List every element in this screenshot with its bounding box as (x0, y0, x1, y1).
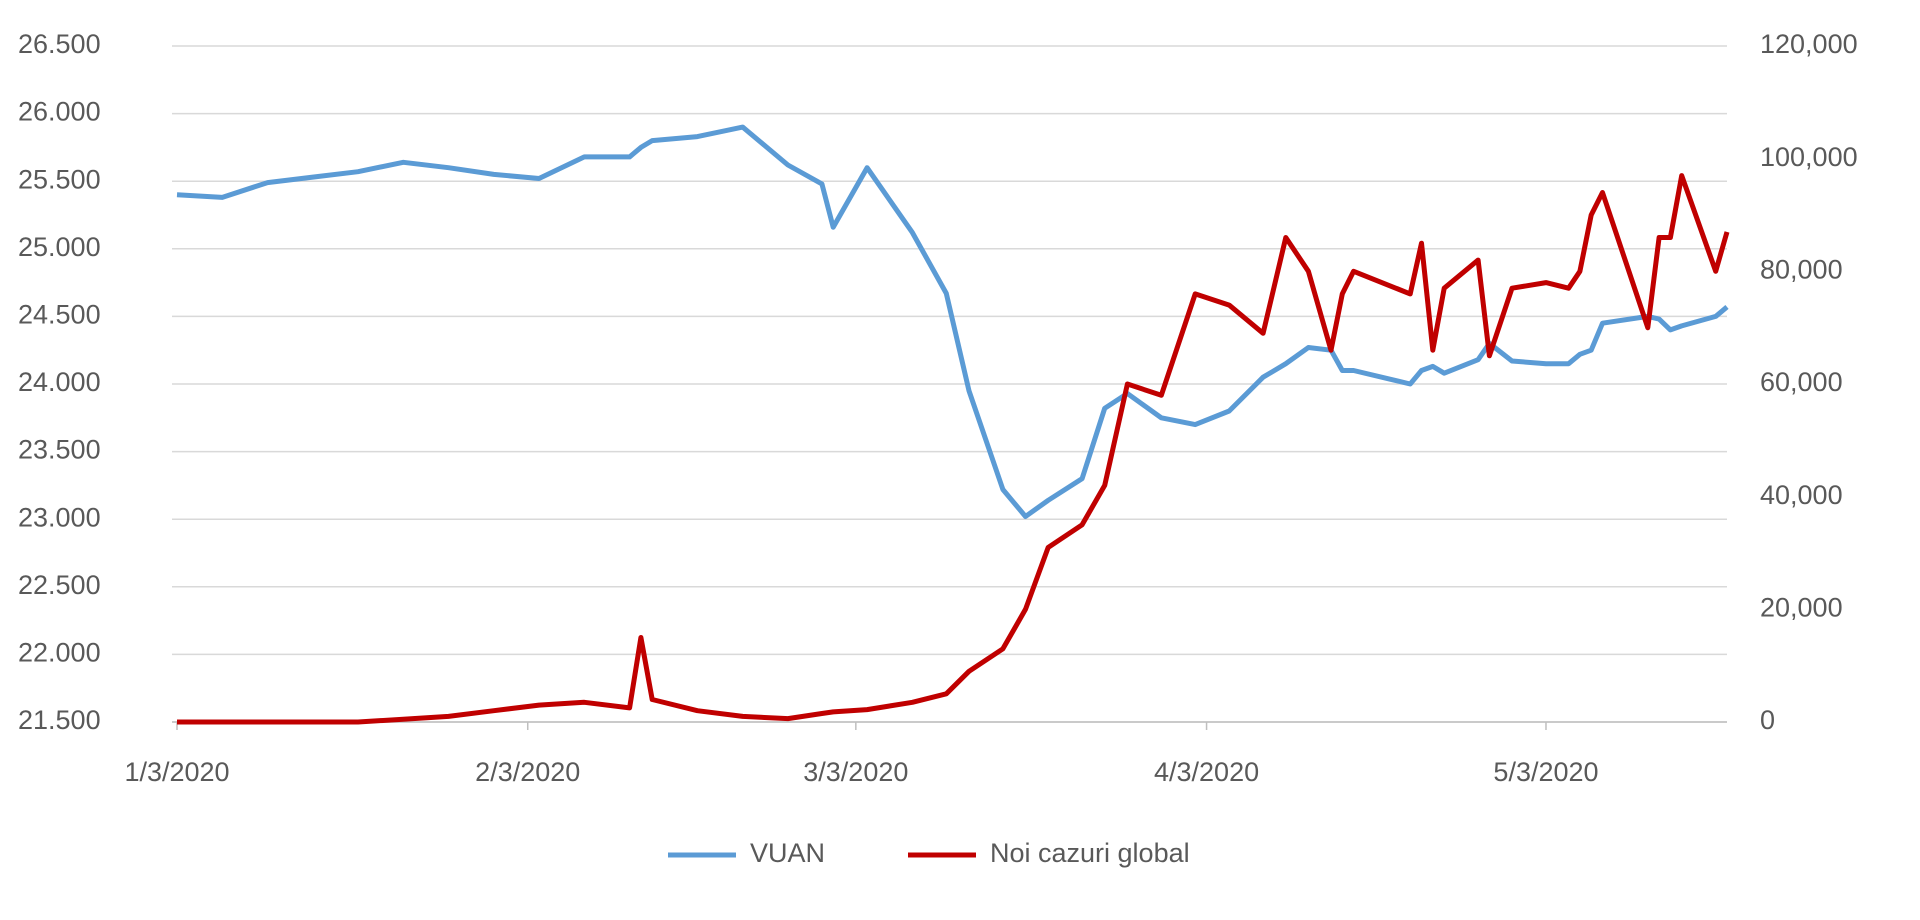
y-tick-label: 24.000 (18, 367, 101, 397)
y2-tick-label: 20,000 (1760, 592, 1843, 622)
legend-label: VUAN (750, 838, 825, 868)
y-tick-label: 21.500 (18, 705, 101, 735)
series-line (177, 173, 1730, 725)
y2-tick-label: 60,000 (1760, 367, 1843, 397)
y2-tick-label: 100,000 (1760, 142, 1858, 172)
y2-tick-label: 120,000 (1760, 29, 1858, 59)
y-tick-label: 22.500 (18, 570, 101, 600)
y-tick-label: 26.000 (18, 97, 101, 127)
y-tick-label: 25.000 (18, 232, 101, 262)
y2-tick-label: 40,000 (1760, 480, 1843, 510)
y2-tick-label: 80,000 (1760, 254, 1843, 284)
x-tick-label: 1/3/2020 (124, 757, 229, 787)
y-tick-label: 23.500 (18, 435, 101, 465)
series-line (176, 124, 1729, 519)
y-tick-label: 26.500 (18, 29, 101, 59)
legend-label: Noi cazuri global (990, 838, 1190, 868)
y-tick-label: 25.500 (18, 164, 101, 194)
y2-tick-label: 0 (1760, 705, 1775, 735)
y-tick-label: 22.000 (18, 638, 101, 668)
x-tick-label: 5/3/2020 (1493, 757, 1598, 787)
x-tick-label: 3/3/2020 (803, 757, 908, 787)
y-tick-label: 23.000 (18, 502, 101, 532)
x-tick-label: 2/3/2020 (475, 757, 580, 787)
x-tick-label: 4/3/2020 (1154, 757, 1259, 787)
y-tick-label: 24.500 (18, 300, 101, 330)
